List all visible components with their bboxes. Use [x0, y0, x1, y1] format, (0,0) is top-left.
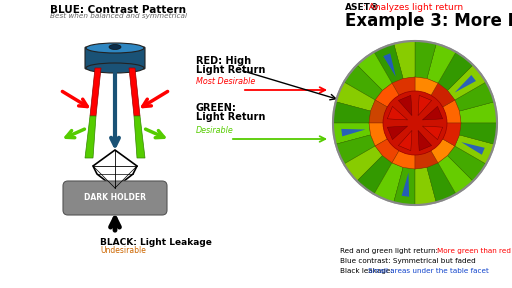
- Polygon shape: [427, 44, 456, 83]
- Polygon shape: [447, 146, 486, 181]
- Polygon shape: [447, 65, 486, 100]
- Text: DARK HOLDER: DARK HOLDER: [84, 194, 146, 202]
- Polygon shape: [415, 41, 436, 79]
- Polygon shape: [134, 116, 145, 158]
- Polygon shape: [93, 150, 137, 188]
- Polygon shape: [459, 123, 497, 144]
- FancyBboxPatch shape: [85, 47, 145, 69]
- Text: BLACK: Light Leakage: BLACK: Light Leakage: [100, 238, 212, 247]
- Polygon shape: [392, 151, 415, 169]
- Polygon shape: [394, 41, 415, 79]
- Text: Most Desirable: Most Desirable: [196, 77, 255, 86]
- Polygon shape: [422, 126, 443, 140]
- Text: Light Return: Light Return: [196, 65, 265, 75]
- Text: Black leakage:: Black leakage:: [340, 268, 395, 274]
- Text: Small areas under the table facet: Small areas under the table facet: [368, 268, 489, 274]
- Polygon shape: [344, 146, 382, 181]
- Polygon shape: [129, 68, 140, 116]
- Ellipse shape: [86, 43, 144, 53]
- Polygon shape: [455, 82, 494, 111]
- Polygon shape: [374, 163, 403, 202]
- Polygon shape: [415, 151, 438, 169]
- Polygon shape: [369, 100, 387, 123]
- Polygon shape: [459, 102, 497, 123]
- Polygon shape: [415, 167, 436, 205]
- Polygon shape: [374, 44, 403, 83]
- Polygon shape: [392, 77, 415, 95]
- Circle shape: [333, 41, 497, 205]
- Text: BLUE: Contrast Pattern: BLUE: Contrast Pattern: [50, 5, 186, 15]
- Text: : Analyzes light return: : Analyzes light return: [363, 3, 463, 12]
- Text: Light Return: Light Return: [196, 112, 265, 122]
- Text: Undesirable: Undesirable: [100, 246, 146, 255]
- Text: Best when balanced and symmetrical: Best when balanced and symmetrical: [50, 13, 186, 19]
- Polygon shape: [336, 135, 375, 164]
- Polygon shape: [455, 75, 476, 92]
- Polygon shape: [333, 123, 371, 144]
- Ellipse shape: [109, 45, 121, 50]
- Text: Blue contrast: Symmetrical but faded: Blue contrast: Symmetrical but faded: [340, 258, 476, 264]
- Polygon shape: [85, 116, 96, 158]
- Text: GREEN:: GREEN:: [196, 103, 237, 113]
- Polygon shape: [418, 95, 432, 115]
- Text: Example 3: More Leakage: Example 3: More Leakage: [345, 12, 512, 30]
- Polygon shape: [427, 163, 456, 202]
- Polygon shape: [461, 142, 485, 155]
- Polygon shape: [375, 83, 399, 107]
- Text: RED: High: RED: High: [196, 56, 251, 66]
- Polygon shape: [438, 52, 473, 90]
- Polygon shape: [369, 123, 387, 146]
- Polygon shape: [401, 173, 409, 197]
- Polygon shape: [333, 102, 371, 123]
- Polygon shape: [387, 106, 408, 120]
- Circle shape: [383, 91, 447, 155]
- Polygon shape: [398, 130, 412, 151]
- Text: More green than red: More green than red: [437, 248, 511, 254]
- Polygon shape: [394, 167, 415, 205]
- Polygon shape: [357, 156, 392, 194]
- Polygon shape: [398, 95, 412, 115]
- Polygon shape: [344, 65, 382, 100]
- Polygon shape: [341, 129, 366, 137]
- Polygon shape: [383, 53, 396, 77]
- Polygon shape: [422, 106, 443, 120]
- Polygon shape: [90, 68, 101, 116]
- Polygon shape: [443, 123, 461, 146]
- Polygon shape: [336, 82, 375, 111]
- Polygon shape: [455, 135, 494, 164]
- Polygon shape: [431, 139, 455, 163]
- Polygon shape: [357, 52, 392, 90]
- Polygon shape: [438, 156, 473, 194]
- Polygon shape: [375, 139, 399, 163]
- Ellipse shape: [86, 63, 144, 73]
- Polygon shape: [415, 77, 438, 95]
- Polygon shape: [443, 100, 461, 123]
- Text: ASET®: ASET®: [345, 3, 380, 12]
- Polygon shape: [431, 83, 455, 107]
- Text: Red and green light return:: Red and green light return:: [340, 248, 440, 254]
- Text: Desirable: Desirable: [196, 126, 234, 135]
- Polygon shape: [418, 130, 432, 151]
- Polygon shape: [387, 126, 408, 140]
- FancyBboxPatch shape: [63, 181, 167, 215]
